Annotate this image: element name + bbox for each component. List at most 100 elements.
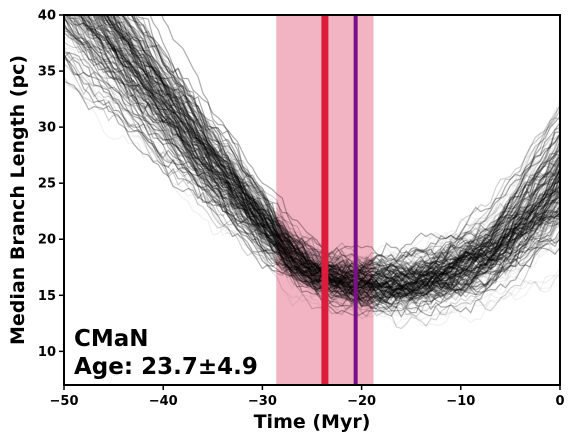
realization-line	[84, 15, 560, 298]
realization-line	[107, 15, 560, 302]
realization-line	[93, 15, 560, 279]
realization-line	[77, 15, 560, 294]
plot-frame	[63, 14, 561, 386]
realization-line	[64, 48, 560, 306]
realization-line	[83, 15, 560, 305]
realization-line	[89, 15, 560, 299]
realization-line	[64, 15, 560, 302]
realization-line	[136, 15, 560, 266]
realization-line	[115, 15, 560, 275]
realization-line	[64, 53, 560, 308]
realization-line	[96, 15, 560, 309]
realization-line	[109, 15, 560, 291]
realization-line	[86, 15, 560, 274]
realization-line	[99, 15, 560, 295]
realization-line	[124, 15, 560, 275]
realization-line	[87, 15, 560, 289]
realization-line	[104, 15, 560, 289]
realization-line	[64, 23, 560, 304]
realization-line	[64, 55, 560, 327]
realization-line	[92, 15, 560, 289]
realization-line	[64, 80, 560, 317]
realization-line	[104, 15, 560, 310]
y-tick-label: 35	[38, 65, 56, 80]
x-axis-label: Time (Myr)	[254, 411, 371, 433]
realization-line	[102, 15, 560, 312]
x-tick-label: −40	[149, 394, 178, 409]
realization-line	[107, 15, 560, 293]
realization-line	[64, 15, 560, 313]
realization-line	[106, 15, 560, 292]
realization-line	[112, 15, 560, 262]
realization-line	[98, 15, 560, 293]
realization-line	[92, 15, 560, 304]
realization-line	[93, 15, 560, 314]
realization-line	[64, 23, 560, 289]
realization-line	[121, 15, 560, 265]
realization-line	[64, 47, 560, 300]
realization-line	[64, 30, 560, 296]
realization-line	[64, 57, 560, 300]
realization-line	[83, 15, 560, 289]
realization-line	[131, 15, 560, 289]
realization-line	[77, 15, 560, 295]
realization-line	[64, 52, 560, 303]
realization-line	[103, 15, 560, 299]
realization-line	[100, 15, 560, 277]
realization-line	[87, 15, 560, 276]
y-tick-label: 25	[38, 177, 56, 192]
realization-line	[65, 15, 560, 311]
realization-line	[64, 56, 560, 321]
realization-line	[68, 15, 560, 320]
realization-line	[87, 15, 560, 302]
x-tick-label: −10	[446, 394, 475, 409]
group-name-annotation: CMaN	[74, 326, 149, 352]
realization-line	[64, 81, 560, 327]
realization-line	[103, 15, 560, 275]
realization-line	[121, 15, 560, 269]
realization-line	[141, 15, 560, 272]
x-tick-label: 0	[555, 394, 564, 409]
x-tick-label: −20	[347, 394, 376, 409]
realization-line	[79, 15, 560, 294]
realization-line	[107, 15, 560, 299]
realization-line	[116, 15, 560, 291]
realization-line	[92, 15, 560, 306]
realization-line	[112, 15, 560, 302]
realization-line	[73, 15, 560, 285]
realization-line	[116, 15, 560, 271]
realization-line	[64, 19, 560, 302]
realization-line	[64, 15, 560, 292]
realization-line	[94, 15, 560, 296]
realization-line	[64, 63, 560, 313]
realization-line	[149, 15, 560, 289]
realization-line	[64, 55, 560, 330]
y-axis-label: Median Branch Length (pc)	[7, 55, 29, 345]
realization-line	[102, 15, 560, 267]
realization-line	[108, 15, 560, 304]
realization-line	[115, 15, 560, 300]
realization-line	[79, 15, 560, 294]
realization-line	[85, 15, 560, 295]
realization-line	[161, 15, 560, 278]
realization-line	[64, 25, 560, 301]
realization-line	[72, 15, 560, 297]
realization-line	[106, 15, 560, 290]
realization-line	[68, 15, 560, 283]
realization-line	[80, 15, 560, 292]
realization-line	[100, 15, 560, 275]
realization-line	[95, 15, 560, 292]
realization-line	[82, 15, 560, 304]
realization-line	[73, 15, 560, 293]
realization-line	[64, 41, 560, 314]
realization-line	[119, 15, 560, 279]
realization-line	[102, 15, 560, 267]
realization-line	[76, 15, 560, 313]
realization-line	[103, 15, 560, 270]
realization-lines-layer	[64, 15, 560, 330]
realization-line	[105, 15, 560, 301]
realization-line	[64, 31, 560, 310]
realization-line	[85, 15, 560, 309]
realization-line	[115, 15, 560, 294]
realization-line	[121, 15, 560, 287]
